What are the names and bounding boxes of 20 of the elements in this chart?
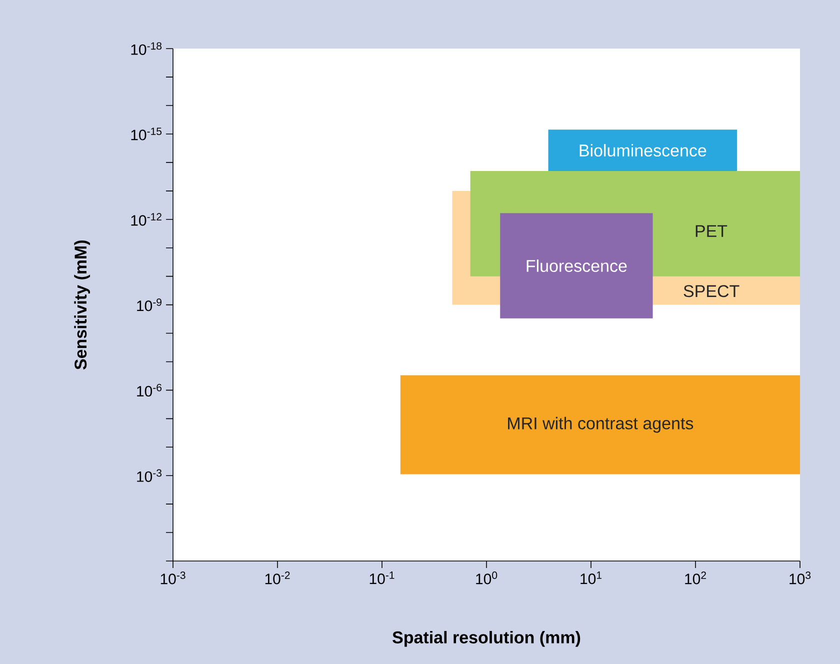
series-label: Bioluminescence — [580, 144, 706, 157]
x-tick-label: 10$^{-1}$ — [370, 572, 394, 584]
series-label: Fluorescence — [526, 259, 627, 272]
x-tick-label: 10$^{1}$ — [580, 572, 602, 584]
y-tick-label: 10$^{-12}$ — [131, 213, 162, 226]
series-label: MRI with contrast agents — [508, 416, 694, 433]
y-tick-label: 10$^{-6}$ — [137, 384, 162, 397]
y-axis-title: Sensitivity (mM) — [74, 240, 90, 370]
x-tick-label: 10$^{-2}$ — [265, 572, 290, 584]
y-tick-label: 10$^{-18}$ — [131, 42, 162, 55]
x-tick-label: 10$^{0}$ — [476, 572, 498, 584]
x-tick-label: 10$^{2}$ — [685, 572, 706, 584]
series-label: PET — [696, 225, 728, 237]
x-tick-label: 10$^{3}$ — [790, 572, 811, 584]
y-tick-label: 10$^{-9}$ — [137, 298, 162, 312]
y-tick-label: 10$^{-15}$ — [131, 128, 162, 140]
y-tick-label: 10$^{-3}$ — [137, 469, 162, 482]
x-axis-title: Spatial resolution (mm) — [392, 630, 580, 647]
x-tick-label: 10$^{-3}$ — [160, 572, 186, 584]
series-label: SPECT — [684, 285, 740, 298]
